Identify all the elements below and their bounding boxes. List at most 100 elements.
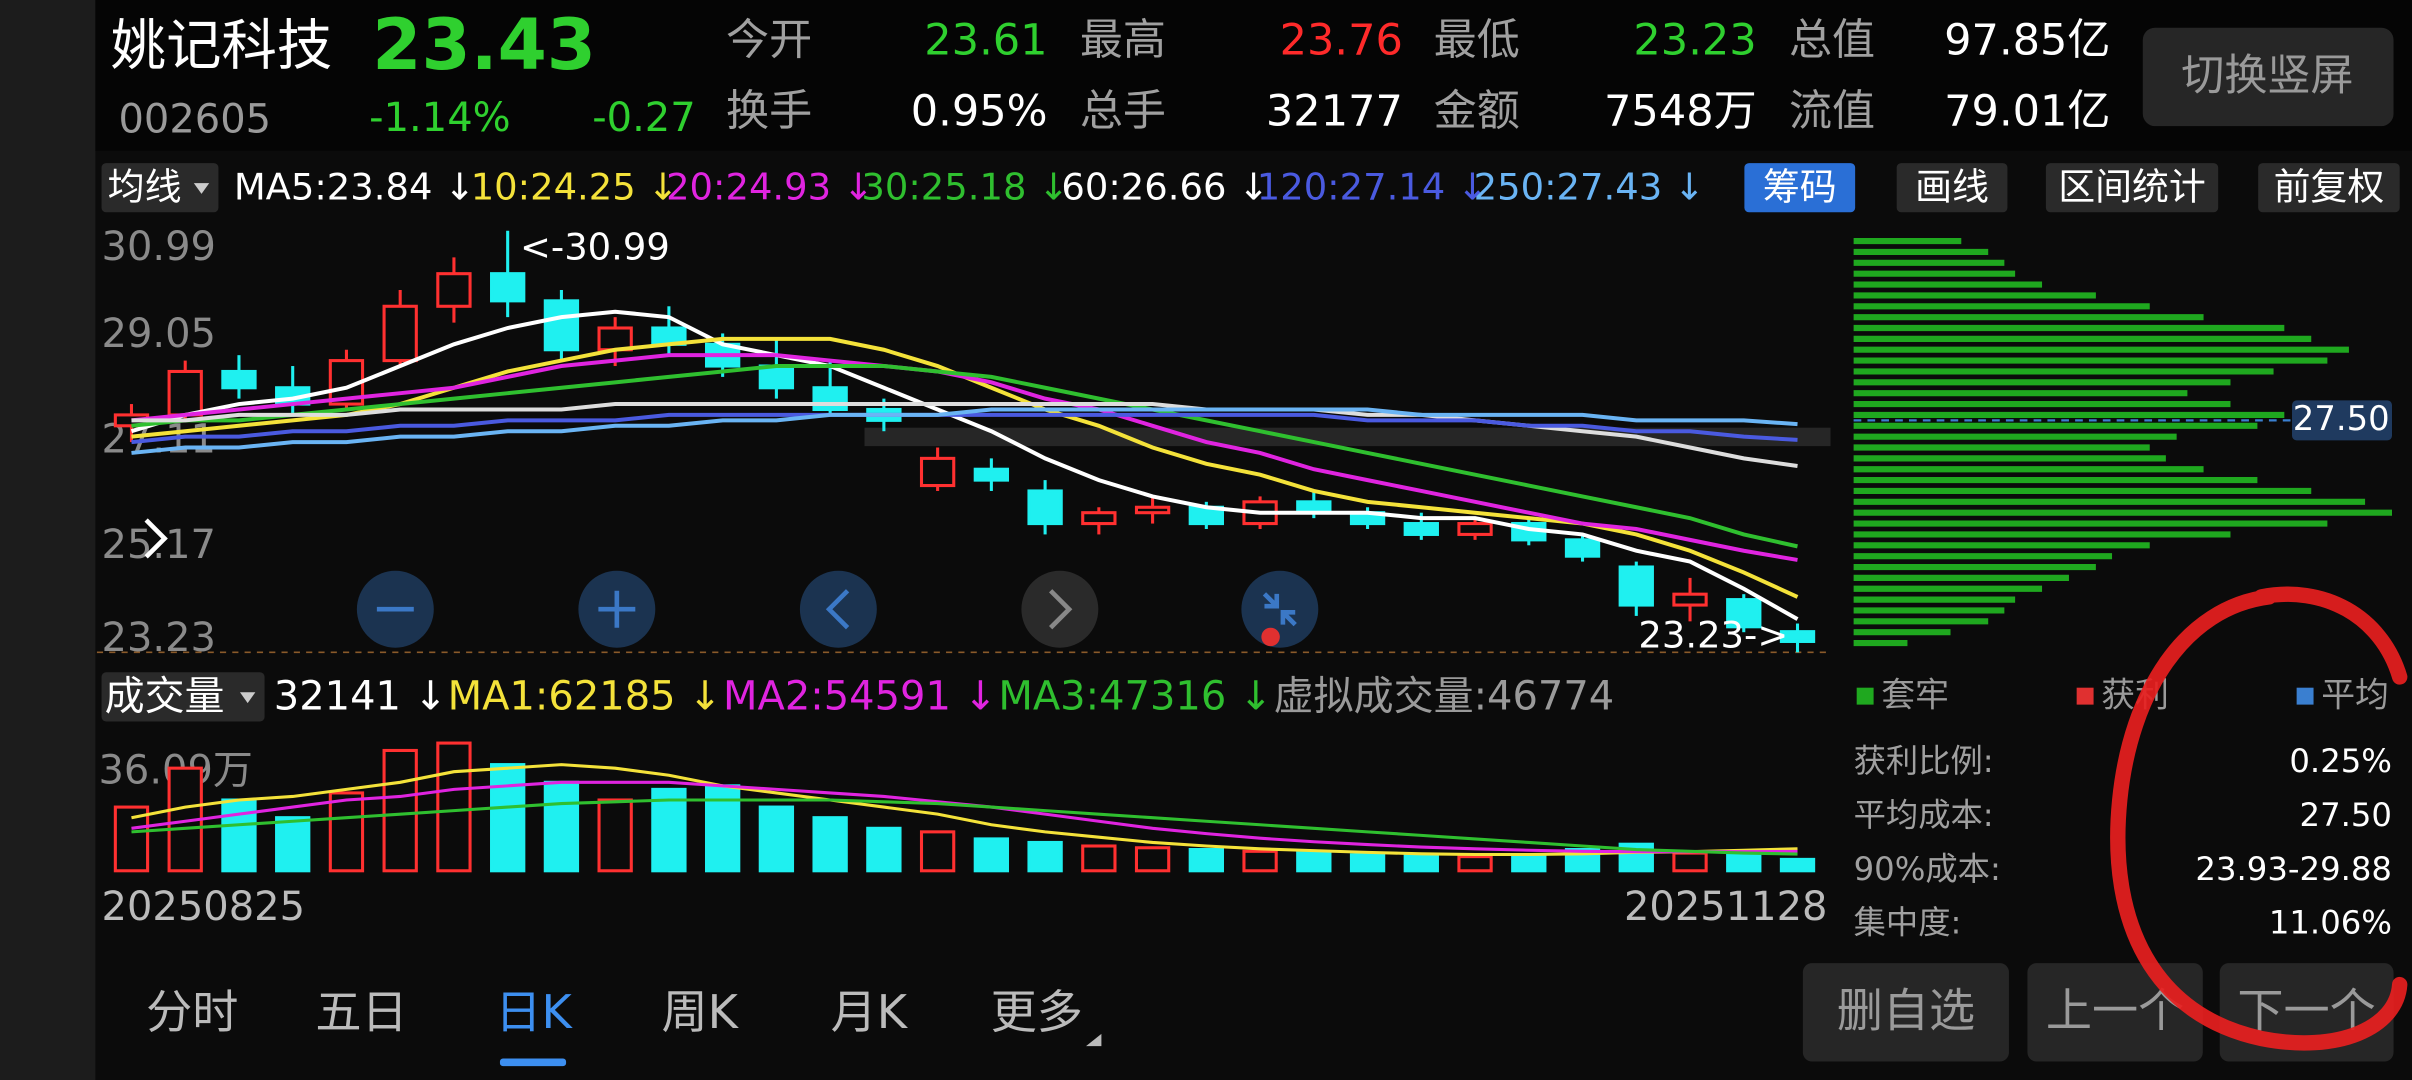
candle-body	[919, 456, 956, 488]
legend-swatch	[1856, 687, 1874, 705]
info-label: 平均成本:	[1854, 796, 1994, 834]
candle-body	[1564, 538, 1601, 558]
legend-label: 平均	[2321, 675, 2389, 714]
reset-button[interactable]	[1241, 570, 1319, 648]
action-button[interactable]	[1802, 963, 2009, 1062]
volume-bar	[1134, 846, 1171, 873]
info-value: 0.25%	[2289, 742, 2392, 780]
ma-menu[interactable]	[101, 163, 219, 213]
icon	[1049, 589, 1073, 630]
header-bg	[95, 0, 2412, 151]
toolbar-button-label[interactable]: 区间统计	[2058, 166, 2206, 209]
volume-menu-label[interactable]: 成交量	[105, 673, 225, 719]
candle-body	[597, 326, 633, 352]
toolbar-button-label[interactable]: 画线	[1915, 166, 1989, 209]
high-note: <-30.99	[520, 226, 670, 269]
ma-legend: MA5:23.84 ↓	[234, 166, 475, 209]
switch-button[interactable]	[2142, 27, 2394, 127]
quote-value: 79.01亿	[1944, 86, 2110, 136]
ma-menu-label[interactable]: 均线	[108, 166, 182, 209]
volume-bar	[221, 798, 257, 873]
change: -0.27	[592, 95, 695, 141]
volume-bar	[1457, 855, 1493, 873]
dropdown-arrow	[193, 183, 210, 194]
volume-bar	[1672, 851, 1708, 873]
ma-line	[131, 412, 1798, 445]
tab[interactable]: 分时	[146, 985, 238, 1039]
volume-bar	[1726, 853, 1762, 873]
info-value: 23.93-29.88	[2195, 850, 2392, 888]
quote-label: 最低	[1434, 16, 1520, 66]
icon	[1262, 592, 1297, 627]
quote-label: 流值	[1789, 86, 1875, 136]
quote-value: 7548万	[1604, 86, 1757, 136]
legend-swatch	[2076, 687, 2094, 705]
volume-bar	[1081, 844, 1117, 873]
toolbar-button[interactable]	[2045, 163, 2219, 213]
legend-swatch	[2296, 687, 2314, 705]
action-label[interactable]: 删自选	[1837, 983, 1975, 1037]
volume-bar	[651, 787, 687, 873]
dot	[1261, 627, 1280, 647]
volume-bar	[1511, 853, 1547, 873]
candle-body	[973, 467, 1010, 482]
tab[interactable]: 月K	[831, 985, 909, 1039]
ma-legend: 20:24.93 ↓	[666, 166, 874, 209]
tab[interactable]: 周K	[661, 985, 739, 1039]
volume-legend: MA3:47316 ↓	[998, 673, 1272, 719]
avg-cost-label: 27.50	[2293, 399, 2390, 438]
volume-bar	[328, 791, 365, 873]
dropdown-arrow	[239, 692, 256, 704]
volume-bar	[1349, 853, 1386, 873]
quote-value: 32177	[1266, 86, 1403, 136]
icon	[598, 590, 636, 628]
annotation-circle	[2110, 586, 2408, 1051]
next-button[interactable]	[1021, 570, 1099, 648]
legend-label: 套牢	[1881, 675, 1949, 714]
quote-label: 换手	[726, 86, 812, 136]
candle-body	[1027, 489, 1063, 526]
volume-bar	[275, 816, 311, 873]
candle-body	[1672, 592, 1708, 607]
chart-controls	[144, 518, 1319, 648]
volume-bar	[919, 830, 956, 873]
volume-bar	[1296, 851, 1332, 873]
toolbar-button[interactable]	[1744, 163, 1856, 213]
tab[interactable]: 更多	[991, 985, 1083, 1039]
toolbar-button-label[interactable]: 筹码	[1763, 166, 1837, 209]
quote-value: 23.61	[924, 16, 1047, 66]
tab[interactable]: 五日	[315, 985, 407, 1039]
switch-label[interactable]: 切换竖屏	[2181, 51, 2353, 101]
quote-label: 总值	[1789, 16, 1875, 66]
quote-label: 总手	[1080, 86, 1166, 136]
volume-legend: 虚拟成交量:46774	[1274, 673, 1615, 719]
candle-body	[221, 369, 257, 390]
ma-legend: 30:25.18 ↓	[861, 166, 1069, 209]
toolbar-button[interactable]	[2258, 163, 2400, 213]
volume-bar	[1188, 848, 1224, 873]
volume-ma-line	[131, 763, 1798, 857]
volume-legend: 32141 ↓	[274, 673, 447, 719]
candle-body	[758, 364, 795, 390]
toolbar-button-label[interactable]: 前复权	[2274, 166, 2385, 209]
toolbar-button[interactable]	[1896, 163, 2008, 213]
candle-body	[543, 299, 580, 352]
volume-bar	[1403, 854, 1439, 873]
y-tick-label: 30.99	[102, 224, 216, 270]
action-label[interactable]: 上一个	[2046, 983, 2184, 1037]
ma-line	[130, 309, 1799, 621]
candle-body	[167, 369, 203, 417]
quote-label: 金额	[1434, 86, 1520, 136]
prev-button[interactable]	[799, 570, 877, 648]
quote-value: 23.23	[1633, 16, 1756, 66]
volume-menu[interactable]	[101, 672, 265, 722]
ma-legend: 250:27.43 ↓	[1474, 166, 1705, 209]
volume-bar	[812, 816, 848, 873]
expand-arrow[interactable]	[144, 518, 168, 559]
info-value: 11.06%	[2269, 904, 2392, 942]
tab[interactable]: 日K	[495, 985, 573, 1039]
icon	[825, 589, 850, 630]
volume-bar	[1027, 840, 1063, 873]
